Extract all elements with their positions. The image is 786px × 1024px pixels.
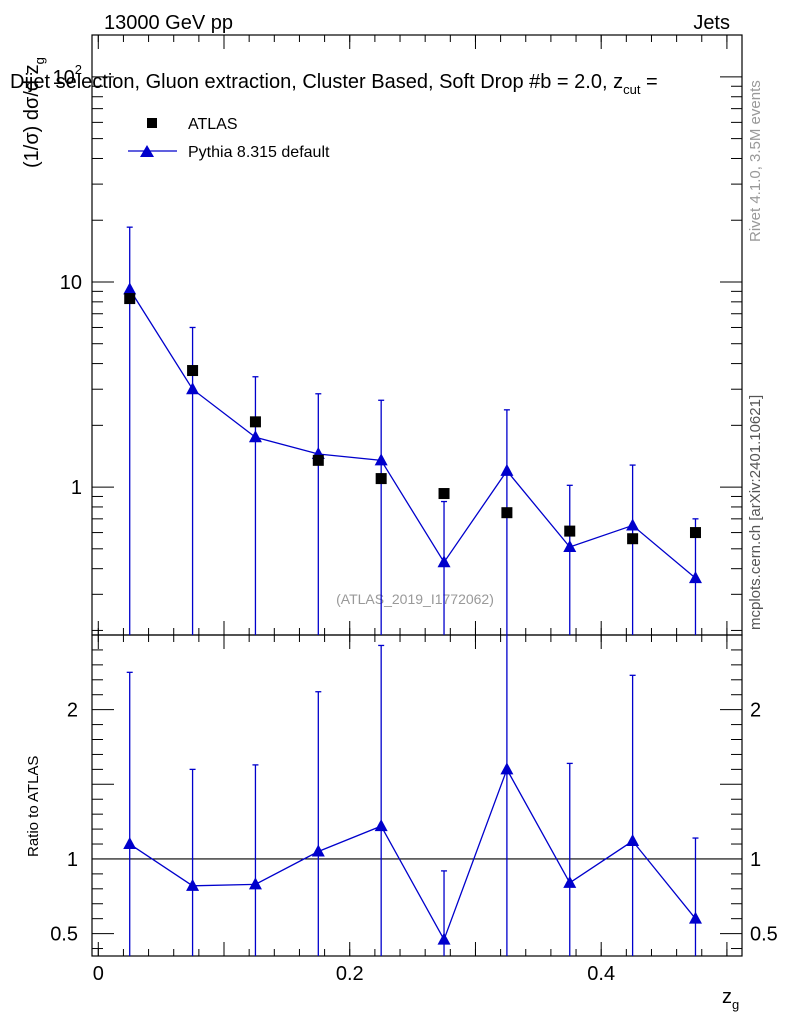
header-jets-label: Jets: [693, 12, 730, 34]
ratio-plot-frame: [91, 634, 743, 957]
ratio-series-line: [129, 767, 696, 942]
plot-title-main: Dijet selection, Gluon extraction, Clust…: [10, 71, 623, 93]
mc-point: [123, 282, 137, 295]
ratio-y-tick-label-right: 2: [750, 700, 761, 722]
mc-point: [688, 571, 702, 584]
ratio-y-tick-label-left: 1: [67, 849, 78, 871]
ratio-y-tick-label-right: 0.5: [750, 924, 778, 946]
atlas-point: [249, 416, 261, 428]
ratio-point: [437, 932, 451, 945]
mcplots-label: mcplots.cern.ch [arXiv:2401.10621]: [747, 395, 764, 630]
atlas-point: [627, 533, 639, 545]
main-y-tick-label: 10: [60, 272, 82, 294]
atlas-point: [375, 473, 387, 485]
ratio-point: [123, 837, 137, 850]
main-y-tick-label: 1: [71, 477, 82, 499]
main-y-axis-label: (1/σ) dσ/d zg: [21, 57, 47, 168]
legend-atlas-label: ATLAS: [188, 116, 238, 133]
mc-point: [437, 555, 451, 568]
ratio-point: [688, 911, 702, 924]
legend-pythia-label: Pythia 8.315 default: [188, 144, 330, 161]
atlas-point: [312, 454, 324, 466]
ratio-point: [374, 819, 388, 832]
mc-point: [248, 430, 262, 443]
x-tick-label: 0.4: [587, 963, 615, 985]
ratio-y-tick-label-left: 0.5: [50, 924, 78, 946]
mc-point: [563, 540, 577, 553]
atlas-point: [501, 507, 513, 519]
analysis-watermark: (ATLAS_2019_I1772062): [336, 591, 494, 607]
atlas-point: [689, 527, 701, 539]
legend-pythia-marker: [140, 145, 154, 157]
x-tick-label: 0.2: [336, 963, 364, 985]
atlas-point: [124, 293, 136, 305]
atlas-point: [438, 488, 450, 500]
legend-atlas-marker: [147, 118, 157, 128]
ratio-y-axis-label: Ratio to ATLAS: [25, 756, 42, 857]
mc-point: [626, 518, 640, 531]
plot-title-subscript: cut: [623, 82, 641, 97]
mc-point: [500, 463, 514, 476]
atlas-point: [187, 365, 199, 377]
ratio-point: [500, 762, 514, 775]
x-axis-label: zg: [722, 986, 739, 1012]
ratio-point: [311, 844, 325, 857]
ratio-point: [563, 875, 577, 888]
ratio-point: [186, 878, 200, 891]
plot-title-end: =: [640, 71, 657, 93]
data-marks: [92, 226, 742, 956]
rivet-version-label: Rivet 4.1.0, 3.5M events: [747, 80, 764, 242]
header-energy-label: 13000 GeV pp: [104, 12, 233, 34]
ratio-point: [626, 834, 640, 847]
x-tick-label: 0: [93, 963, 104, 985]
ratio-point: [248, 877, 262, 890]
plot-title: Dijet selection, Gluon extraction, Clust…: [10, 71, 658, 97]
atlas-point: [564, 525, 576, 537]
ratio-y-tick-label-right: 1: [750, 849, 761, 871]
ratio-y-tick-label-left: 2: [67, 700, 78, 722]
mc-series-line: [129, 289, 696, 579]
mc-point: [374, 453, 388, 466]
mc-point: [186, 382, 200, 395]
